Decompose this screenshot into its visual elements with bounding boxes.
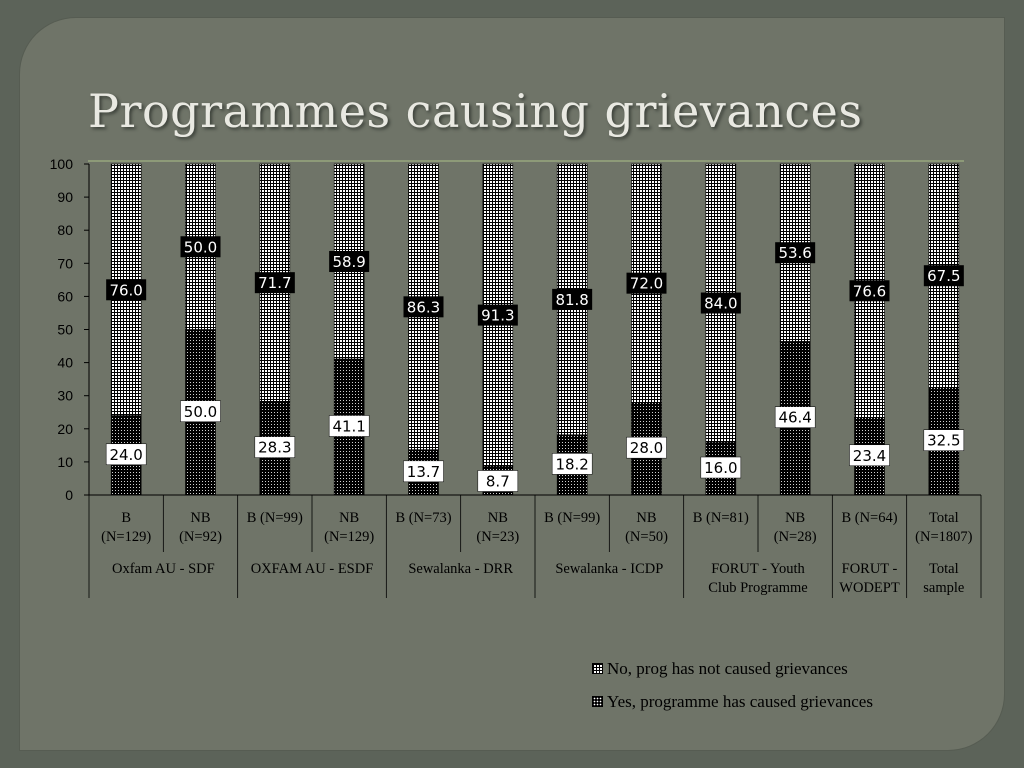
category-label: NB (339, 510, 359, 526)
category-label: Total (929, 510, 959, 526)
data-label-yes-box (774, 406, 816, 428)
group-label: Sewalanka - ICDP (555, 561, 663, 577)
data-label-yes-box (923, 429, 965, 451)
data-label-no: 81.8 (555, 291, 588, 309)
data-label-yes-box (477, 470, 519, 492)
data-label-yes-box (700, 456, 742, 479)
data-label-no: 58.9 (332, 253, 365, 271)
y-tick-label: 60 (57, 288, 73, 304)
data-label-yes-box (551, 453, 593, 475)
data-label-yes-box (180, 400, 221, 422)
category-label: B (N=81) (693, 510, 749, 526)
data-label-yes-box (849, 444, 890, 467)
title-underline (88, 160, 964, 162)
category-label: (N=50) (625, 529, 668, 545)
category-label: (N=28) (774, 529, 817, 545)
data-label-no: 91.3 (481, 307, 514, 325)
category-label: B (N=64) (841, 510, 897, 526)
data-label-yes-box (105, 443, 147, 466)
data-label-yes: 41.1 (332, 417, 365, 435)
category-label: NB (785, 510, 805, 526)
legend-swatch-yes (592, 696, 603, 707)
data-label-no: 53.6 (778, 244, 811, 262)
legend-swatch-no (592, 663, 603, 674)
data-label-no-box (700, 292, 741, 314)
group-label: OXFAM AU - ESDF (251, 561, 374, 577)
group-label: WODEPT (839, 580, 900, 596)
data-label-no-box (626, 272, 667, 294)
data-label-no-box (849, 280, 890, 302)
legend: No, prog has not caused grievances Yes, … (592, 652, 873, 718)
data-label-yes: 8.7 (486, 473, 510, 491)
y-tick-label: 40 (57, 355, 73, 371)
data-label-no-box (923, 265, 964, 287)
data-label-yes: 23.4 (853, 447, 886, 465)
group-label: FORUT - (842, 561, 898, 577)
y-tick-label: 70 (57, 255, 73, 271)
category-label: B (N=99) (544, 510, 600, 526)
data-label-yes: 13.7 (407, 463, 440, 481)
data-label-no: 71.7 (258, 274, 291, 292)
data-label-yes: 18.2 (555, 455, 588, 473)
data-label-yes: 46.4 (778, 409, 811, 427)
group-label: Total (929, 561, 959, 577)
category-label: (N=129) (324, 529, 374, 545)
data-label-no: 50.0 (184, 238, 217, 256)
y-tick-label: 30 (57, 388, 73, 404)
data-label-yes: 16.0 (704, 459, 737, 477)
data-label-no: 67.5 (927, 267, 960, 285)
data-label-no-box (180, 236, 221, 258)
data-label-no-box (106, 279, 147, 301)
group-label: Sewalanka - DRR (408, 561, 513, 577)
category-label: B (N=99) (247, 510, 303, 526)
data-label-yes-box (403, 460, 444, 483)
data-label-no: 76.0 (109, 281, 142, 299)
y-tick-label: 50 (57, 322, 73, 338)
data-label-no: 84.0 (704, 295, 737, 313)
y-tick-label: 80 (57, 222, 73, 238)
category-label: NB (190, 510, 210, 526)
data-label-no-box (775, 242, 816, 264)
category-label: (N=129) (101, 529, 151, 545)
data-label-yes: 50.0 (184, 403, 217, 421)
y-tick-label: 90 (57, 189, 73, 205)
group-label: FORUT - Youth (711, 561, 805, 577)
category-label: NB (636, 510, 656, 526)
data-label-no-box (552, 288, 593, 310)
y-tick-label: 100 (50, 156, 74, 172)
data-label-no: 76.6 (853, 282, 886, 300)
group-label: sample (923, 580, 964, 596)
data-label-yes: 32.5 (927, 432, 960, 450)
data-label-yes: 28.0 (630, 439, 663, 457)
legend-label-yes: Yes, programme has caused grievances (607, 691, 873, 711)
category-label: B (121, 510, 131, 526)
category-label: NB (488, 510, 508, 526)
legend-item-no: No, prog has not caused grievances (592, 652, 873, 685)
y-tick-label: 0 (65, 487, 73, 503)
data-label-no-box (477, 304, 518, 326)
data-label-yes: 24.0 (109, 446, 142, 464)
data-label-no: 86.3 (407, 298, 440, 316)
group-label: Oxfam AU - SDF (112, 561, 215, 577)
data-label-yes: 28.3 (258, 439, 291, 457)
category-label: (N=92) (179, 529, 222, 545)
data-label-no: 72.0 (630, 275, 663, 293)
data-label-no-box (403, 296, 444, 318)
y-tick-label: 20 (57, 421, 73, 437)
category-label: B (N=73) (395, 510, 451, 526)
data-label-no-box (254, 272, 295, 294)
data-label-yes-box (254, 436, 296, 458)
legend-item-yes: Yes, programme has caused grievances (592, 685, 873, 718)
slide-title: Programmes causing grievances (88, 84, 863, 138)
category-label: (N=1807) (915, 529, 972, 545)
group-label: Club Programme (708, 580, 807, 596)
legend-label-no: No, prog has not caused grievances (607, 658, 848, 678)
category-label: (N=23) (476, 529, 519, 545)
data-label-yes-box (328, 415, 370, 437)
data-label-no-box (329, 250, 370, 272)
y-tick-label: 10 (57, 454, 73, 470)
data-label-yes-box (626, 436, 667, 459)
